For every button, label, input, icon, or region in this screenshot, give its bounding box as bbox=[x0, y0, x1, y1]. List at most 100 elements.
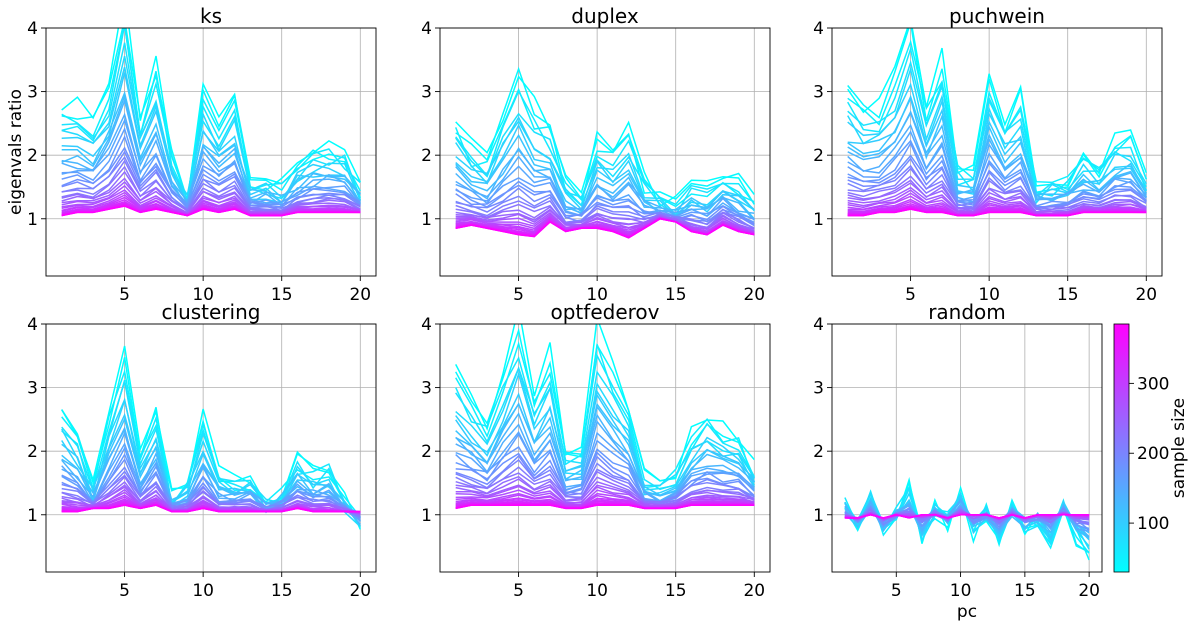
series-line bbox=[455, 184, 755, 227]
y-tick-label: 4 bbox=[421, 19, 432, 39]
series-line bbox=[455, 199, 755, 230]
panel-title: random bbox=[928, 300, 1006, 324]
series-line bbox=[455, 451, 755, 503]
series-line bbox=[455, 177, 755, 221]
series-line bbox=[61, 28, 361, 201]
series-line bbox=[455, 412, 755, 502]
panel-puchwein: 5 10 15 20 1 2 3 4 puchwein bbox=[813, 4, 1163, 305]
y-tick-label: 1 bbox=[421, 506, 432, 526]
x-tick-label: 15 bbox=[665, 285, 687, 305]
x-tick-label: 10 bbox=[586, 285, 608, 305]
colorbar-tick-label: 200 bbox=[1137, 444, 1169, 464]
y-tick-label: 3 bbox=[813, 379, 824, 399]
series-line bbox=[455, 147, 755, 221]
x-axis-label: pc bbox=[957, 602, 977, 622]
x-tick-label: 5 bbox=[905, 285, 916, 305]
series-line bbox=[61, 431, 361, 523]
x-tick-label: 15 bbox=[271, 581, 293, 601]
y-tick-label: 1 bbox=[813, 506, 824, 526]
series-line bbox=[847, 179, 1147, 213]
x-tick-label: 20 bbox=[743, 581, 765, 601]
x-tick-label: 20 bbox=[1135, 285, 1157, 305]
series-line bbox=[61, 368, 361, 518]
y-tick-label: 1 bbox=[27, 506, 38, 526]
series-line bbox=[847, 141, 1147, 207]
y-tick-label: 3 bbox=[27, 83, 38, 103]
series-line bbox=[455, 478, 755, 507]
series-lines bbox=[844, 476, 1090, 561]
x-tick-label: 5 bbox=[119, 285, 130, 305]
series-line bbox=[61, 93, 361, 208]
series-line bbox=[847, 96, 1147, 196]
series-line bbox=[455, 211, 755, 233]
series-line bbox=[61, 397, 361, 522]
series-line bbox=[847, 195, 1147, 216]
x-tick-label: 20 bbox=[349, 285, 371, 305]
series-line bbox=[61, 28, 361, 202]
y-tick-label: 4 bbox=[27, 315, 38, 335]
panel-duplex: 5 10 15 20 1 2 3 4 duplex bbox=[421, 4, 771, 305]
y-axis-label: eigenvals ratio bbox=[6, 89, 26, 215]
panel-title: ks bbox=[200, 4, 222, 28]
series-line bbox=[847, 59, 1147, 198]
series-line bbox=[455, 215, 755, 233]
series-line bbox=[455, 475, 755, 506]
series-line bbox=[847, 82, 1147, 198]
y-tick-label: 1 bbox=[27, 210, 38, 230]
series-line bbox=[455, 206, 755, 232]
series-line bbox=[455, 187, 755, 225]
series-line bbox=[847, 39, 1148, 184]
panel-title: optfederov bbox=[551, 300, 660, 324]
series-line bbox=[455, 218, 755, 239]
y-tick-label: 2 bbox=[27, 146, 38, 166]
x-tick-label: 20 bbox=[349, 581, 371, 601]
panel-clustering: 5 10 15 20 1 2 3 4 clustering bbox=[27, 300, 377, 601]
x-tick-label: 5 bbox=[119, 581, 130, 601]
colorbar-gradient bbox=[1113, 323, 1130, 573]
grid-lines bbox=[832, 323, 1102, 572]
series-line bbox=[61, 496, 361, 514]
series-lines bbox=[455, 66, 755, 239]
series-line bbox=[455, 327, 755, 482]
series-lines bbox=[847, 28, 1148, 217]
colorbar-label: sample size bbox=[1169, 398, 1189, 498]
x-tick-label: 10 bbox=[192, 285, 214, 305]
series-line bbox=[455, 66, 755, 208]
series-line bbox=[61, 504, 361, 513]
series-line bbox=[455, 402, 755, 497]
series-line bbox=[61, 118, 361, 206]
y-tick-label: 2 bbox=[813, 442, 824, 462]
series-line bbox=[847, 154, 1147, 210]
series-line bbox=[847, 130, 1147, 210]
y-tick-label: 2 bbox=[421, 442, 432, 462]
x-tick-label: 10 bbox=[950, 581, 972, 601]
series-line bbox=[61, 177, 361, 214]
y-tick-label: 3 bbox=[421, 83, 432, 103]
series-line bbox=[455, 133, 755, 220]
x-tick-label: 5 bbox=[513, 285, 524, 305]
series-line bbox=[455, 123, 755, 218]
colorbar-tick-label: 100 bbox=[1137, 514, 1169, 534]
series-line bbox=[61, 134, 361, 207]
x-tick-label: 20 bbox=[743, 285, 765, 305]
series-line bbox=[455, 402, 755, 497]
series-line bbox=[61, 170, 361, 213]
axes-frame bbox=[831, 27, 1163, 277]
series-line bbox=[847, 167, 1147, 210]
x-tick-label: 10 bbox=[586, 581, 608, 601]
panel-optfederov: 5 10 15 20 1 2 3 4 optfederov bbox=[421, 300, 771, 601]
axes-frame bbox=[45, 27, 377, 277]
x-tick-label: 15 bbox=[1057, 285, 1079, 305]
series-line bbox=[455, 430, 755, 503]
series-line bbox=[61, 205, 361, 217]
y-tick-label: 4 bbox=[421, 315, 432, 335]
x-tick-label: 5 bbox=[891, 581, 902, 601]
series-line bbox=[455, 340, 756, 489]
series-line bbox=[847, 157, 1147, 209]
series-line bbox=[847, 164, 1147, 211]
series-line bbox=[455, 75, 755, 208]
panel-random: 5 10 15 20 1 2 3 4 random pc bbox=[813, 300, 1103, 622]
series-line bbox=[455, 419, 755, 502]
series-line bbox=[455, 371, 755, 496]
